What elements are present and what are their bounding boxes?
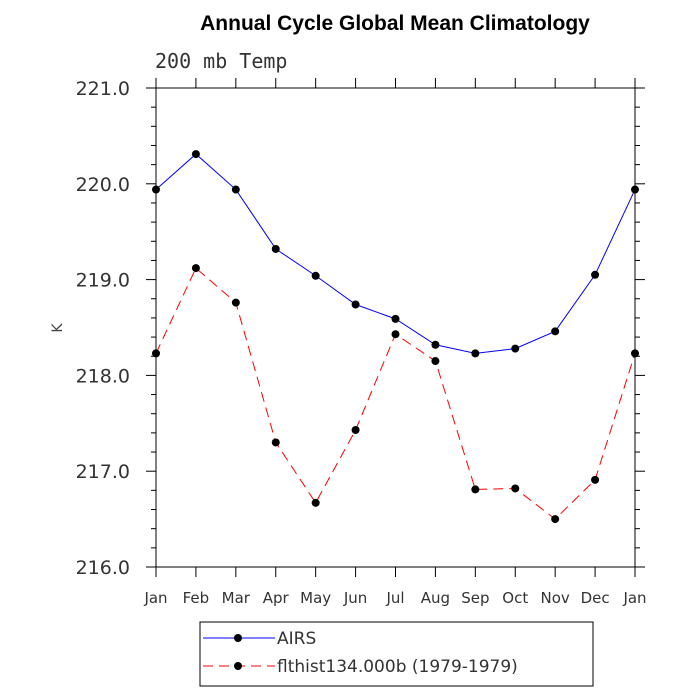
series-1-point bbox=[471, 349, 480, 358]
series-2-point bbox=[231, 298, 240, 307]
chart-title: Annual Cycle Global Mean Climatology bbox=[200, 12, 590, 35]
y-tick-label: 217.0 bbox=[76, 461, 130, 483]
chart-subtitle: 200 mb Temp bbox=[155, 49, 287, 73]
series-2-point bbox=[511, 484, 520, 493]
series-2-point bbox=[191, 264, 200, 273]
x-tick-label: Jan bbox=[622, 589, 646, 607]
x-tick-label: Jun bbox=[343, 589, 367, 607]
series-1-point bbox=[431, 340, 440, 349]
x-tick-label: Apr bbox=[263, 589, 290, 607]
series-2-point bbox=[471, 485, 480, 494]
x-tick-label: Oct bbox=[502, 589, 528, 607]
series-line-2 bbox=[155, 267, 636, 520]
legend-marker-1 bbox=[234, 634, 242, 642]
series-1-point bbox=[551, 327, 560, 336]
series-1-point bbox=[271, 244, 280, 253]
series-2-point bbox=[351, 426, 360, 435]
series-line-1 bbox=[155, 153, 636, 354]
series-1-point bbox=[591, 270, 600, 279]
series-1-point bbox=[351, 300, 360, 309]
series-layer bbox=[152, 150, 639, 524]
x-tick-label: Nov bbox=[541, 589, 570, 607]
x-tick-label: Aug bbox=[421, 589, 450, 607]
series-1-point bbox=[511, 344, 520, 353]
x-tick-label: Jul bbox=[385, 589, 404, 607]
x-tick-label: Jan bbox=[143, 589, 167, 607]
series-2-point bbox=[551, 515, 560, 524]
series-2-point bbox=[591, 475, 600, 484]
series-1-point bbox=[152, 185, 160, 194]
y-axis: 216.0 217.0 218.0 219.0 220.0 221.0 bbox=[76, 78, 645, 579]
x-tick-label: Sep bbox=[461, 589, 489, 607]
series-1-point bbox=[391, 314, 400, 323]
series-2-point bbox=[271, 438, 280, 447]
series-1-point bbox=[311, 271, 320, 280]
x-tick-label: Feb bbox=[183, 589, 210, 607]
series-2-point bbox=[391, 330, 400, 339]
legend-label-1: AIRS bbox=[277, 629, 316, 649]
y-tick-label: 221.0 bbox=[76, 78, 130, 100]
series-1-point bbox=[231, 185, 240, 194]
series-2-point bbox=[311, 498, 320, 507]
series-2-point bbox=[431, 357, 440, 366]
series-2-point bbox=[152, 349, 160, 358]
y-tick-label: 218.0 bbox=[76, 365, 130, 387]
series-1-point bbox=[631, 185, 639, 194]
y-tick-label: 220.0 bbox=[76, 174, 130, 196]
legend: AIRS flthist134.000b (1979-1979) bbox=[203, 629, 518, 677]
y-tick-label: 219.0 bbox=[76, 270, 130, 292]
series-2-point bbox=[631, 349, 639, 358]
plot-frame bbox=[155, 87, 636, 568]
series-1-point bbox=[191, 150, 200, 159]
x-axis: Jan Feb Mar Apr May Jun Jul Aug Sep Oct Nov Dec Jan bbox=[143, 78, 647, 607]
legend-box bbox=[199, 621, 594, 687]
y-axis-label: K bbox=[50, 323, 66, 333]
x-tick-label: Dec bbox=[581, 589, 610, 607]
x-tick-label: Mar bbox=[222, 589, 251, 607]
legend-label-2: flthist134.000b (1979-1979) bbox=[277, 657, 518, 677]
legend-marker-2 bbox=[234, 662, 242, 670]
y-tick-label: 216.0 bbox=[76, 557, 130, 579]
x-tick-label: May bbox=[300, 589, 331, 607]
